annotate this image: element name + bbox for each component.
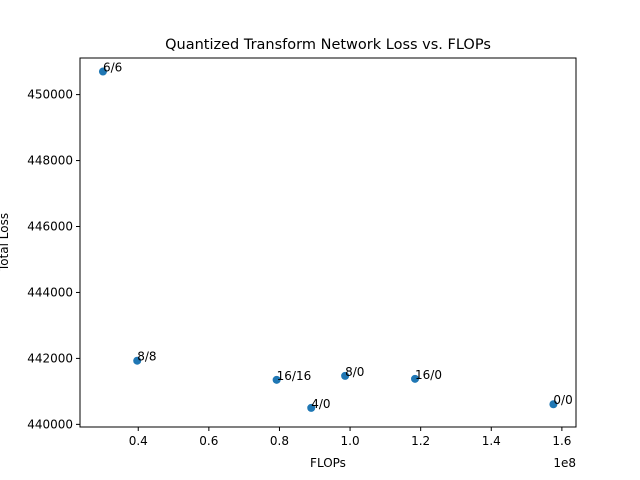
y-tick-label: 444000 — [27, 285, 73, 299]
point-label: 6/6 — [103, 61, 122, 75]
scatter-point — [341, 371, 350, 380]
x-tick-label: 0.8 — [270, 434, 289, 448]
scatter-point — [549, 400, 558, 409]
point-label: 16/16 — [277, 369, 312, 383]
x-tick-label: 0.6 — [199, 434, 218, 448]
x-tick-label: 1.6 — [552, 434, 571, 448]
y-tick-label: 446000 — [27, 220, 73, 234]
point-label: 16/0 — [415, 368, 442, 382]
x-axis-label: FLOPs — [310, 456, 346, 470]
point-label: 8/8 — [137, 350, 156, 364]
scatter-point — [307, 403, 316, 412]
point-label: 8/0 — [345, 365, 364, 379]
chart-title: Quantized Transform Network Loss vs. FLO… — [165, 37, 491, 53]
scatter-point — [133, 356, 142, 365]
point-label: 4/0 — [311, 397, 330, 411]
plot-layer: 0.4 0.6 0.8 1.0 1.2 1.4 1.6 440000 442000 444000 4… — [27, 61, 573, 448]
y-tick-label: 442000 — [27, 351, 73, 365]
scatter-point — [272, 375, 281, 384]
scatter-point — [98, 67, 107, 76]
x-offset-label: 1e8 — [553, 456, 576, 470]
x-tick-label: 0.4 — [129, 434, 148, 448]
x-tick-label: 1.2 — [411, 434, 430, 448]
y-tick-label: 450000 — [27, 88, 73, 102]
x-tick-label: 1.0 — [341, 434, 360, 448]
point-label: 0/0 — [553, 393, 572, 407]
y-tick-label: 448000 — [27, 154, 73, 168]
y-tick-label: 440000 — [27, 417, 73, 431]
x-tick-label: 1.4 — [482, 434, 501, 448]
scatter-point — [411, 374, 420, 383]
plot-frame — [79, 57, 577, 428]
y-axis-label: Total Loss — [0, 213, 11, 272]
